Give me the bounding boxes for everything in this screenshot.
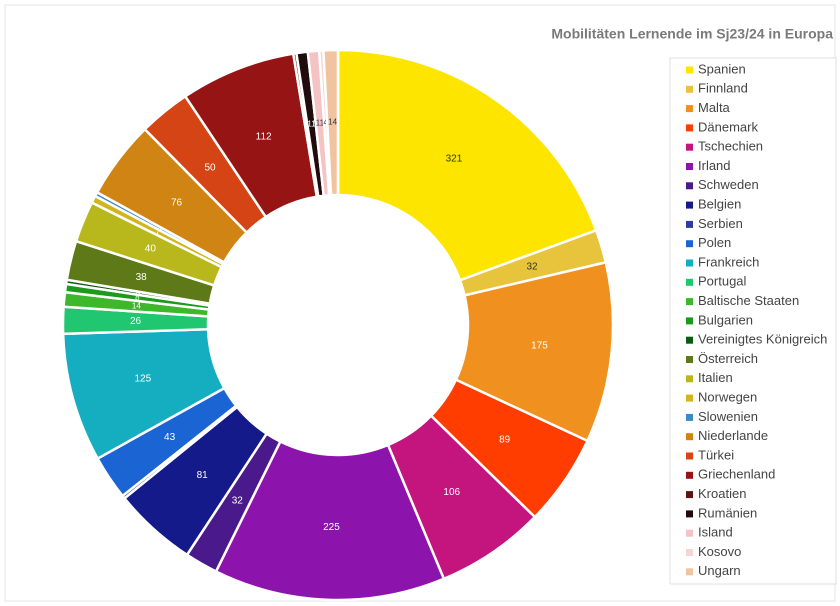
legend-swatch	[686, 375, 693, 383]
legend-swatch	[686, 491, 693, 499]
legend-swatch	[686, 182, 693, 190]
data-label: 11	[307, 119, 316, 128]
data-label: 43	[164, 432, 176, 443]
legend-swatch	[686, 433, 693, 441]
legend-swatch	[686, 471, 693, 479]
legend-swatch	[686, 278, 693, 286]
legend-swatch	[686, 143, 693, 151]
legend-label: Slowenien	[698, 409, 758, 424]
legend-label: Finnland	[698, 81, 748, 96]
legend-label: Malta	[698, 100, 731, 115]
legend-swatch	[686, 317, 693, 325]
legend-label: Italien	[698, 370, 733, 385]
data-label: 89	[499, 435, 511, 446]
data-label: 321	[446, 154, 463, 165]
legend-label: Schweden	[698, 177, 759, 192]
legend-swatch	[686, 549, 693, 556]
data-label: 32	[232, 495, 244, 506]
legend-swatch	[686, 529, 693, 537]
legend-swatch	[686, 510, 693, 518]
legend-label: Frankreich	[698, 254, 759, 269]
data-label: 40	[145, 243, 157, 254]
legend-label: Bulgarien	[698, 312, 753, 327]
legend-swatch	[686, 394, 693, 402]
donut-slice	[322, 48, 340, 197]
legend-label: Serbien	[698, 216, 743, 231]
legend-label: Tschechien	[698, 139, 763, 154]
legend-label: Polen	[698, 235, 731, 250]
legend-swatch	[686, 124, 693, 132]
legend-label: Kroatien	[698, 486, 746, 501]
data-label: 81	[197, 470, 209, 481]
legend-swatch	[686, 66, 693, 74]
donut-slice	[336, 48, 598, 282]
data-label: 50	[205, 163, 217, 174]
legend-label: Rumänien	[698, 505, 757, 520]
legend-label: Türkei	[698, 447, 734, 462]
data-label: 14	[132, 301, 141, 310]
legend-label: Ungarn	[698, 563, 741, 578]
legend-swatch	[686, 413, 693, 421]
legend-label: Kosovo	[698, 544, 741, 559]
legend-swatch	[686, 298, 693, 306]
data-label: 76	[171, 197, 183, 208]
data-label: 38	[136, 272, 148, 283]
data-label: 11	[316, 118, 325, 127]
data-label: 112	[256, 131, 272, 142]
data-label: 32	[526, 262, 538, 273]
legend-label: Dänemark	[698, 119, 758, 134]
legend-label: Norwegen	[698, 390, 757, 405]
legend-swatch	[686, 85, 693, 93]
data-label: 125	[134, 374, 151, 385]
legend-label: Island	[698, 525, 733, 540]
data-label: 14	[328, 118, 337, 127]
legend-swatch	[686, 220, 693, 228]
legend-label: Griechenland	[698, 467, 775, 482]
data-label: 7	[156, 228, 161, 237]
legend-label: Österreich	[698, 351, 758, 366]
legend-label: Portugal	[698, 274, 747, 289]
legend-box	[669, 57, 837, 585]
data-label: 8	[135, 293, 140, 302]
legend-swatch	[686, 163, 693, 170]
legend-swatch	[686, 240, 693, 248]
legend-label: Niederlande	[698, 428, 768, 443]
donut-slice	[214, 439, 446, 602]
data-label: 175	[531, 340, 548, 351]
legend-swatch	[686, 568, 693, 576]
legend-swatch	[686, 452, 693, 460]
legend-label: Belgien	[698, 197, 741, 212]
data-label: 26	[130, 316, 142, 327]
legend-label: Spanien	[698, 61, 746, 76]
data-label: 106	[443, 487, 460, 498]
legend-swatch	[686, 105, 693, 113]
legend-swatch	[686, 356, 693, 363]
legend-swatch	[686, 201, 693, 209]
legend-swatch	[686, 336, 693, 344]
legend-label: Baltische Staaten	[698, 293, 799, 308]
chart-title: Mobilitäten Lernende im Sj23/24 in Europ…	[551, 26, 833, 42]
legend-swatch	[686, 259, 693, 267]
data-label: 225	[323, 522, 340, 533]
legend-label: Vereinigtes Königreich	[698, 332, 827, 347]
legend-label: Irland	[698, 158, 731, 173]
